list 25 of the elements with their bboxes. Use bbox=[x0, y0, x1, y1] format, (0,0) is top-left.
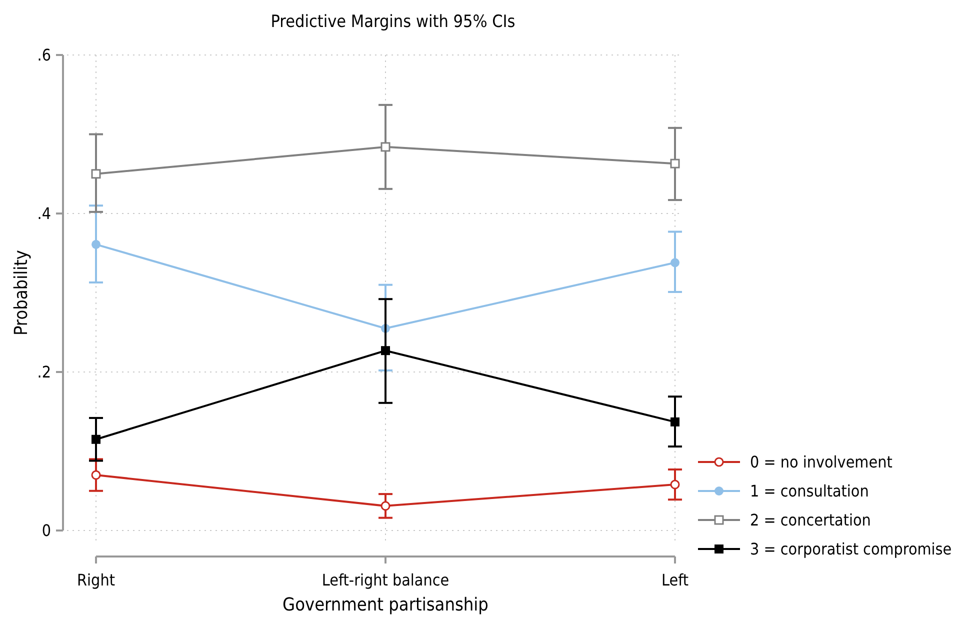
point bbox=[380, 501, 390, 511]
point bbox=[670, 480, 680, 490]
x-tick-label: Right bbox=[77, 570, 116, 590]
y-tick-label: .4 bbox=[37, 204, 51, 224]
point bbox=[92, 240, 100, 249]
point bbox=[381, 346, 390, 356]
x-tick-label: Left bbox=[661, 570, 689, 590]
legend-label: 0 = no involvement bbox=[750, 452, 893, 472]
point bbox=[670, 158, 680, 168]
point bbox=[91, 470, 101, 480]
point bbox=[92, 434, 100, 444]
point bbox=[380, 142, 390, 152]
y-tick-label: 0 bbox=[42, 521, 51, 540]
legend-label: 3 = corporatist compromise bbox=[750, 540, 952, 559]
y-tick-label: .6 bbox=[37, 46, 51, 65]
point bbox=[670, 417, 680, 426]
point bbox=[91, 169, 101, 179]
legend-label: 1 = consultation bbox=[750, 482, 869, 501]
chart-title: Predictive Margins with 95% CIs bbox=[270, 12, 516, 32]
x-tick-label: Left-right balance bbox=[322, 570, 450, 590]
y-tick-label: .2 bbox=[37, 362, 51, 382]
legend-label: 2 = concertation bbox=[750, 510, 871, 530]
x-axis-title: Government partisanship bbox=[282, 594, 488, 616]
y-axis-title: Probability bbox=[11, 250, 32, 336]
point bbox=[670, 258, 680, 268]
